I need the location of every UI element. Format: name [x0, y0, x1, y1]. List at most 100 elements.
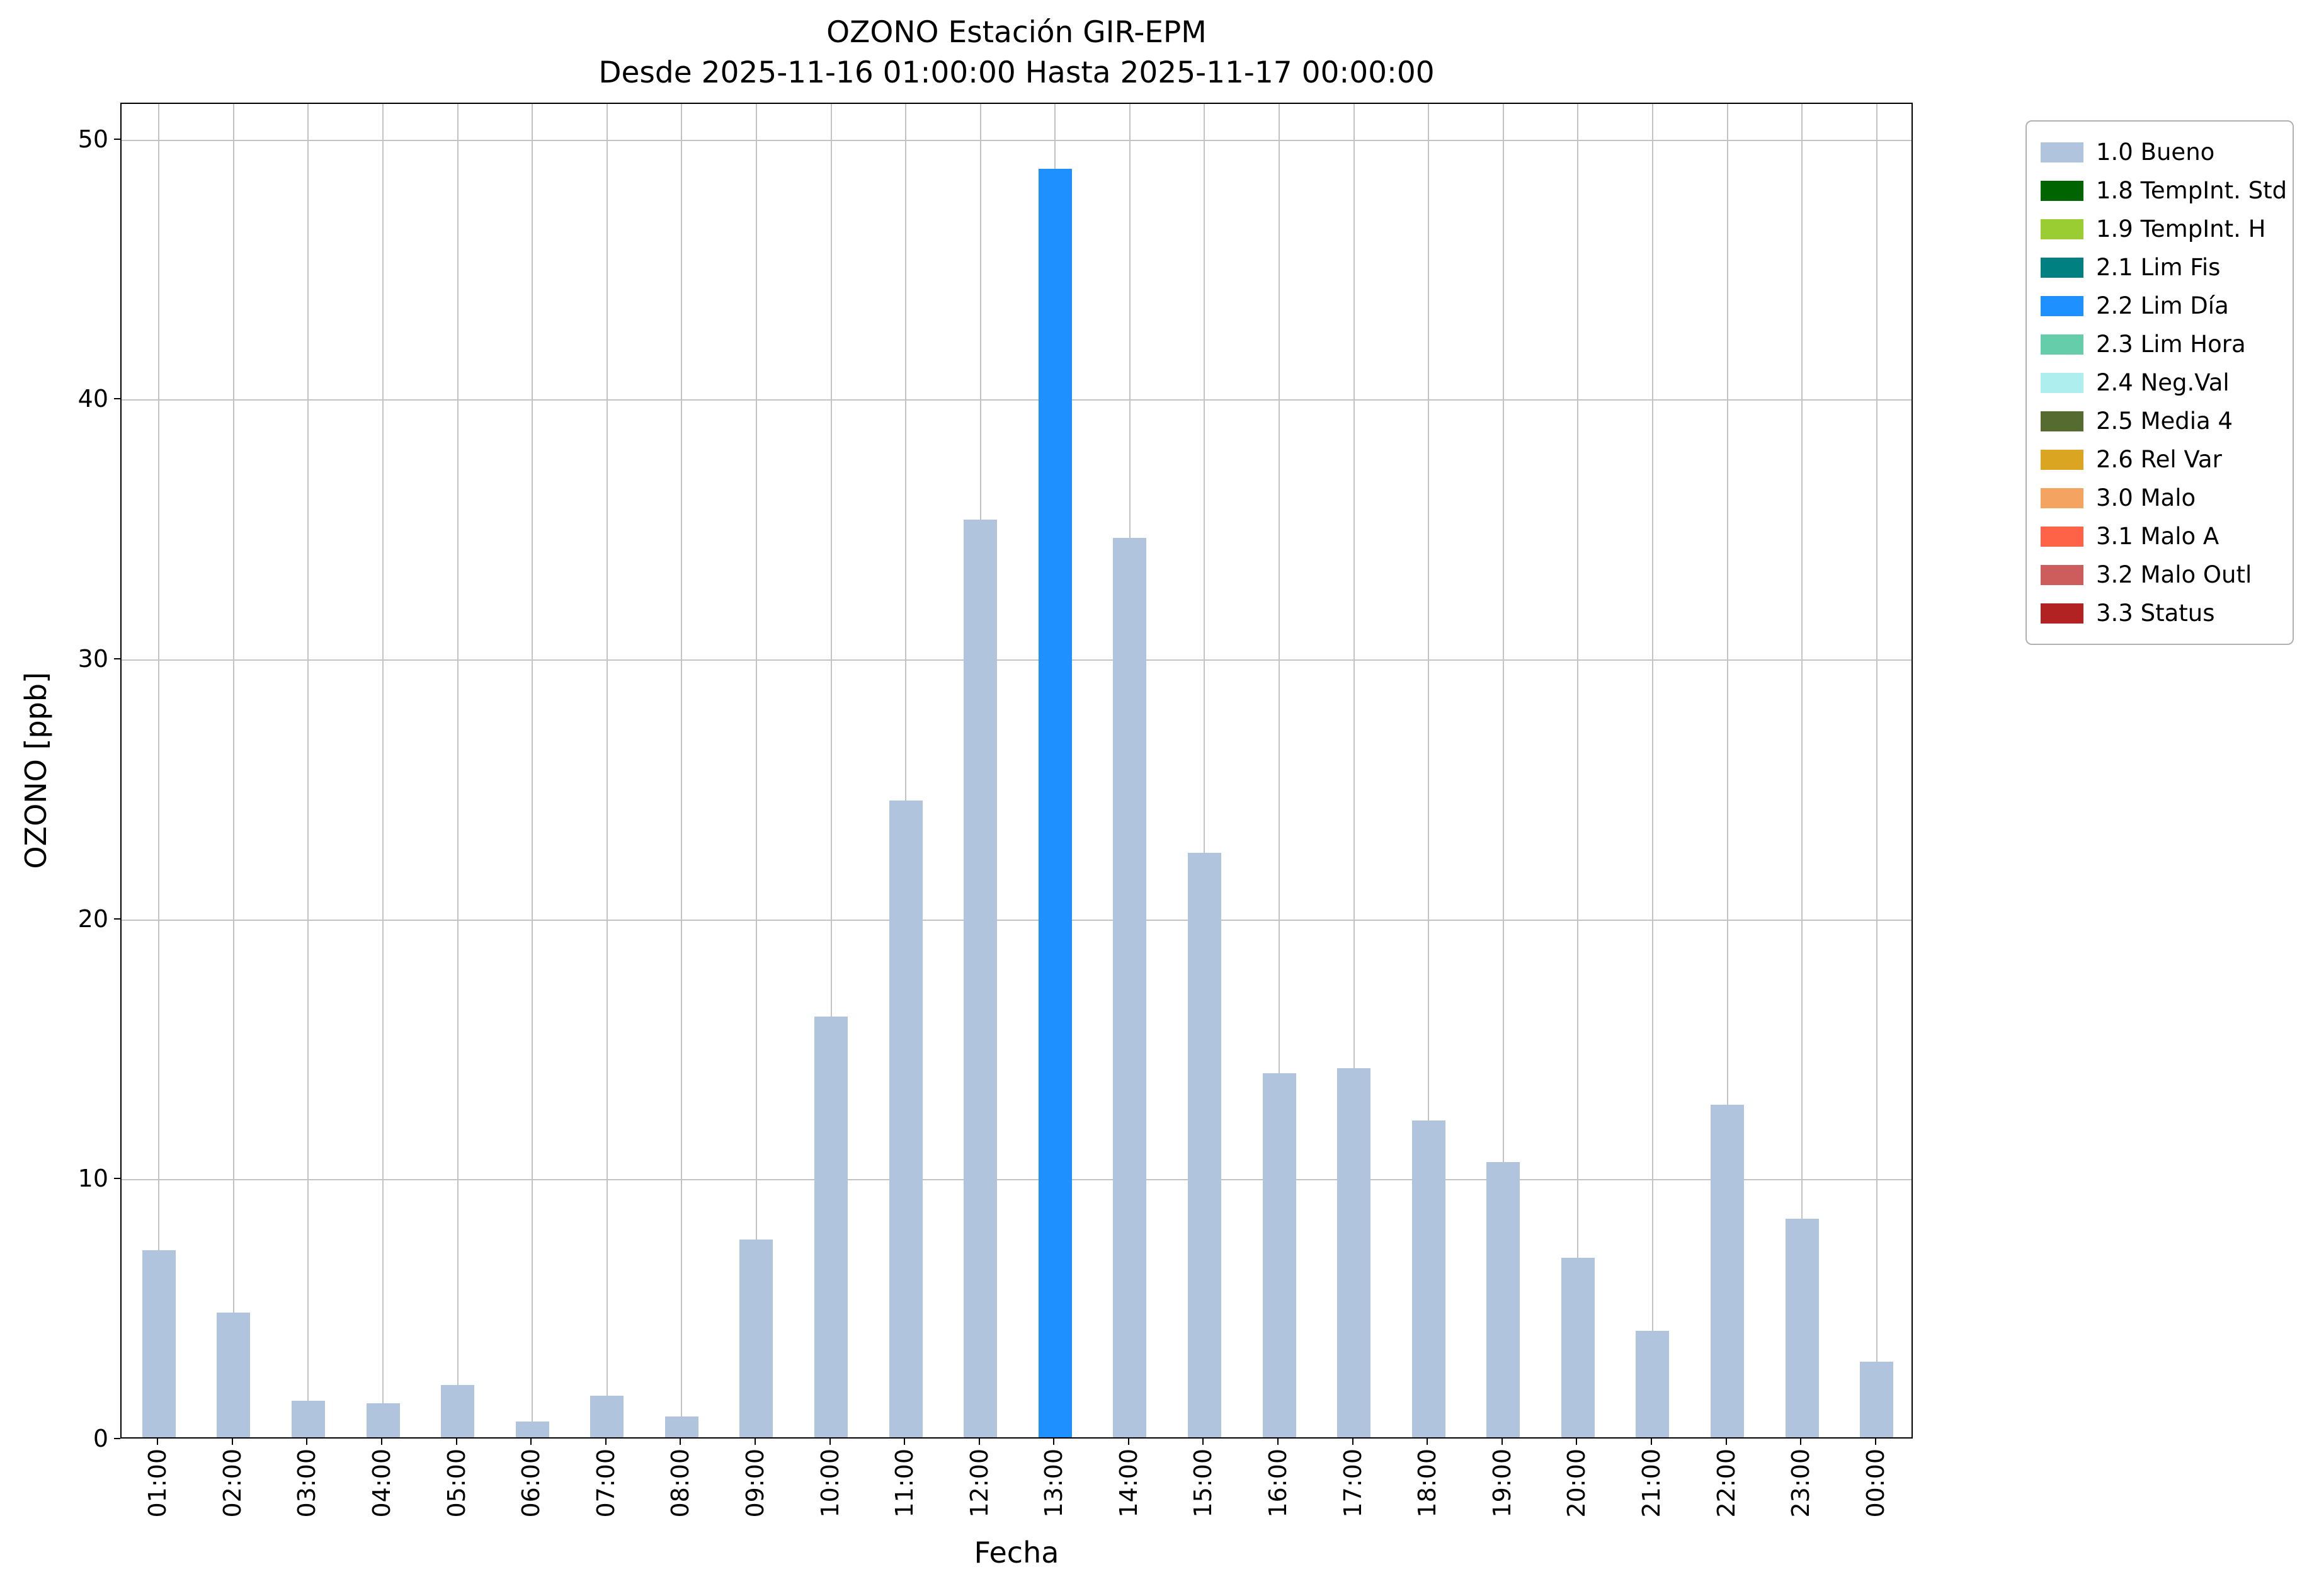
legend-item-label: 2.6 Rel Var: [2096, 446, 2222, 473]
y-tick-mark: [114, 658, 120, 660]
x-tick-mark: [455, 1439, 457, 1445]
legend-color-swatch-icon: [2041, 411, 2083, 431]
x-tick-label: 02:00: [218, 1449, 246, 1518]
bar-11:00: [889, 801, 923, 1437]
legend-item: 1.0 Bueno: [2034, 133, 2285, 171]
x-gridline: [1502, 104, 1504, 1437]
legend-item: 3.1 Malo A: [2034, 517, 2285, 556]
bar-08:00: [664, 1416, 698, 1437]
x-tick-mark: [1427, 1439, 1428, 1445]
x-tick-mark: [1874, 1439, 1876, 1445]
x-tick-mark: [754, 1439, 756, 1445]
x-gridline: [1651, 104, 1653, 1437]
x-axis-label: Fecha: [974, 1536, 1059, 1570]
y-tick-label: 40: [77, 385, 108, 413]
x-tick-mark: [1127, 1439, 1129, 1445]
legend-color-swatch-icon: [2041, 142, 2083, 162]
x-tick-mark: [157, 1439, 159, 1445]
y-gridline: [122, 919, 1912, 921]
bar-18:00: [1411, 1120, 1445, 1437]
x-tick-label: 12:00: [965, 1449, 993, 1518]
y-tick-mark: [114, 1438, 120, 1439]
x-gridline: [307, 104, 309, 1437]
legend-item-label: 2.3 Lim Hora: [2096, 331, 2246, 358]
legend-item: 2.6 Rel Var: [2034, 440, 2285, 479]
x-gridline: [905, 104, 907, 1437]
y-tick-label: 0: [93, 1425, 108, 1452]
x-tick-mark: [605, 1439, 607, 1445]
x-tick-label: 08:00: [666, 1449, 695, 1518]
legend-color-swatch-icon: [2041, 564, 2083, 585]
x-gridline: [755, 104, 757, 1437]
x-tick-label: 21:00: [1637, 1449, 1665, 1518]
bar-22:00: [1711, 1104, 1745, 1437]
x-tick-mark: [829, 1439, 831, 1445]
legend: 1.0 Bueno 1.8 TempInt. Std 1.9 TempInt. H 2…: [2026, 120, 2294, 645]
x-gridline: [606, 104, 608, 1437]
bar-12:00: [964, 520, 998, 1437]
x-gridline: [1279, 104, 1280, 1437]
legend-item: 1.9 TempInt. H: [2034, 210, 2285, 248]
x-gridline: [158, 104, 160, 1437]
legend-color-swatch-icon: [2041, 372, 2083, 393]
legend-color-swatch-icon: [2041, 257, 2083, 278]
legend-color-swatch-icon: [2041, 487, 2083, 508]
x-tick-mark: [680, 1439, 681, 1445]
bar-06:00: [515, 1422, 549, 1437]
chart-title: OZONO Estación GIR-EPM: [826, 15, 1207, 50]
legend-item-label: 2.4 Neg.Val: [2096, 369, 2230, 396]
bar-14:00: [1113, 538, 1147, 1437]
x-tick-mark: [1053, 1439, 1055, 1445]
x-tick-mark: [1352, 1439, 1353, 1445]
x-tick-mark: [1277, 1439, 1279, 1445]
legend-color-swatch-icon: [2041, 449, 2083, 470]
x-tick-label: 23:00: [1787, 1449, 1815, 1518]
x-tick-label: 01:00: [144, 1449, 172, 1518]
y-tick-label: 50: [77, 125, 108, 153]
y-gridline: [122, 399, 1912, 401]
x-tick-mark: [1501, 1439, 1503, 1445]
x-tick-mark: [1202, 1439, 1204, 1445]
legend-item: 2.2 Lim Día: [2034, 287, 2285, 325]
x-gridline: [232, 104, 234, 1437]
legend-item-label: 3.1 Malo A: [2096, 523, 2219, 550]
legend-item: 2.3 Lim Hora: [2034, 325, 2285, 363]
x-tick-mark: [381, 1439, 383, 1445]
bar-15:00: [1187, 852, 1221, 1437]
x-tick-label: 05:00: [442, 1449, 470, 1518]
x-tick-mark: [306, 1439, 308, 1445]
legend-color-swatch-icon: [2041, 603, 2083, 624]
x-tick-label: 18:00: [1413, 1449, 1442, 1518]
legend-item: 2.1 Lim Fis: [2034, 248, 2285, 287]
x-tick-label: 20:00: [1563, 1449, 1591, 1518]
y-gridline: [122, 659, 1912, 661]
y-tick-label: 20: [77, 904, 108, 933]
legend-color-swatch-icon: [2041, 334, 2083, 355]
y-tick-mark: [114, 138, 120, 140]
bar-04:00: [366, 1403, 400, 1437]
legend-item-label: 2.1 Lim Fis: [2096, 254, 2221, 281]
chart-title-block: OZONO Estación GIR-EPM Desde 2025-11-16 …: [120, 13, 1913, 93]
x-tick-mark: [231, 1439, 233, 1445]
y-tick-label: 30: [77, 645, 108, 673]
x-gridline: [532, 104, 533, 1437]
chart-subtitle: Desde 2025-11-16 01:00:00 Hasta 2025-11-…: [598, 55, 1435, 90]
bar-05:00: [441, 1385, 475, 1437]
legend-item: 2.4 Neg.Val: [2034, 363, 2285, 402]
bar-00:00: [1860, 1362, 1894, 1437]
x-tick-label: 09:00: [741, 1449, 769, 1518]
y-tick-label: 10: [77, 1165, 108, 1193]
x-gridline: [1204, 104, 1205, 1437]
x-tick-mark: [978, 1439, 980, 1445]
legend-item-label: 3.2 Malo Outl: [2096, 561, 2252, 588]
x-tick-label: 07:00: [591, 1449, 620, 1518]
legend-item: 3.3 Status: [2034, 594, 2285, 632]
x-tick-label: 14:00: [1114, 1449, 1142, 1518]
bar-17:00: [1337, 1068, 1371, 1437]
x-tick-mark: [530, 1439, 532, 1445]
x-tick-mark: [1725, 1439, 1727, 1445]
legend-color-swatch-icon: [2041, 295, 2083, 316]
legend-item: 3.2 Malo Outl: [2034, 556, 2285, 594]
legend-color-swatch-icon: [2041, 219, 2083, 239]
legend-item: 2.5 Media 4: [2034, 402, 2285, 440]
